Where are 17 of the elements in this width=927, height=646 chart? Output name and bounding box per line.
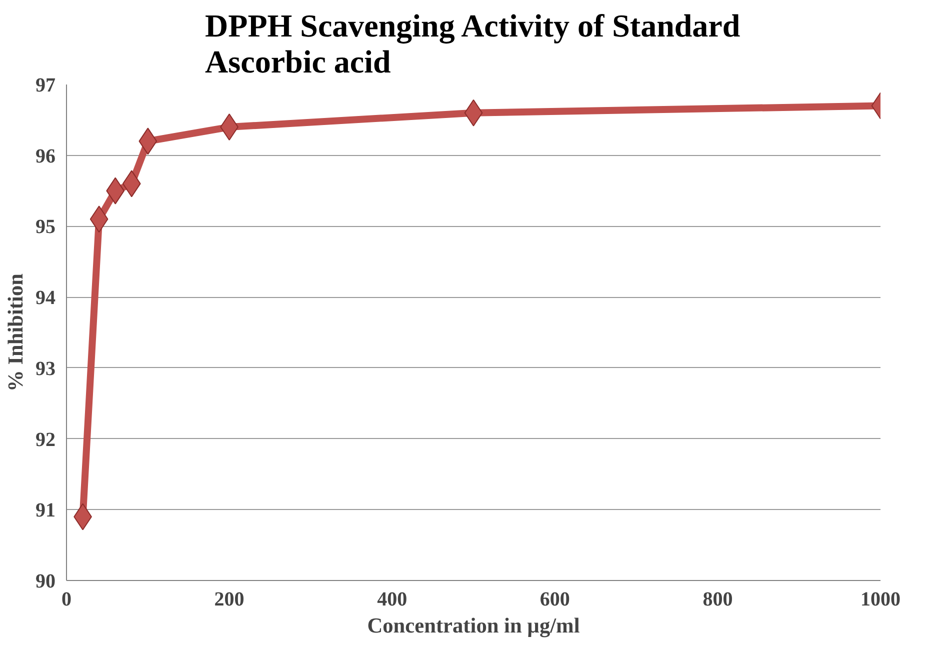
- y-axis-title: % Inhibition: [4, 273, 28, 392]
- chart-title: DPPH Scavenging Activity of Standard Ascorbic acid: [205, 8, 740, 80]
- y-tick-label: 90: [36, 570, 56, 592]
- x-axis-title: Concentration in µg/ml: [367, 614, 580, 638]
- y-tick-label: 97: [36, 74, 56, 96]
- x-tick-label: 800: [702, 588, 733, 610]
- y-tick-label: 96: [36, 145, 56, 168]
- y-tick-label: 93: [36, 358, 56, 380]
- y-tick-label: 94: [36, 287, 56, 310]
- y-tick-label: 91: [36, 500, 56, 522]
- x-tick-label: 1000: [860, 588, 900, 610]
- y-tick-label: 92: [36, 428, 56, 451]
- x-tick-label: 400: [377, 588, 408, 610]
- y-tick-label: 95: [36, 216, 56, 238]
- x-tick-label: 600: [540, 588, 570, 610]
- x-tick-label: 0: [62, 588, 72, 610]
- x-tick-label: 200: [214, 588, 244, 610]
